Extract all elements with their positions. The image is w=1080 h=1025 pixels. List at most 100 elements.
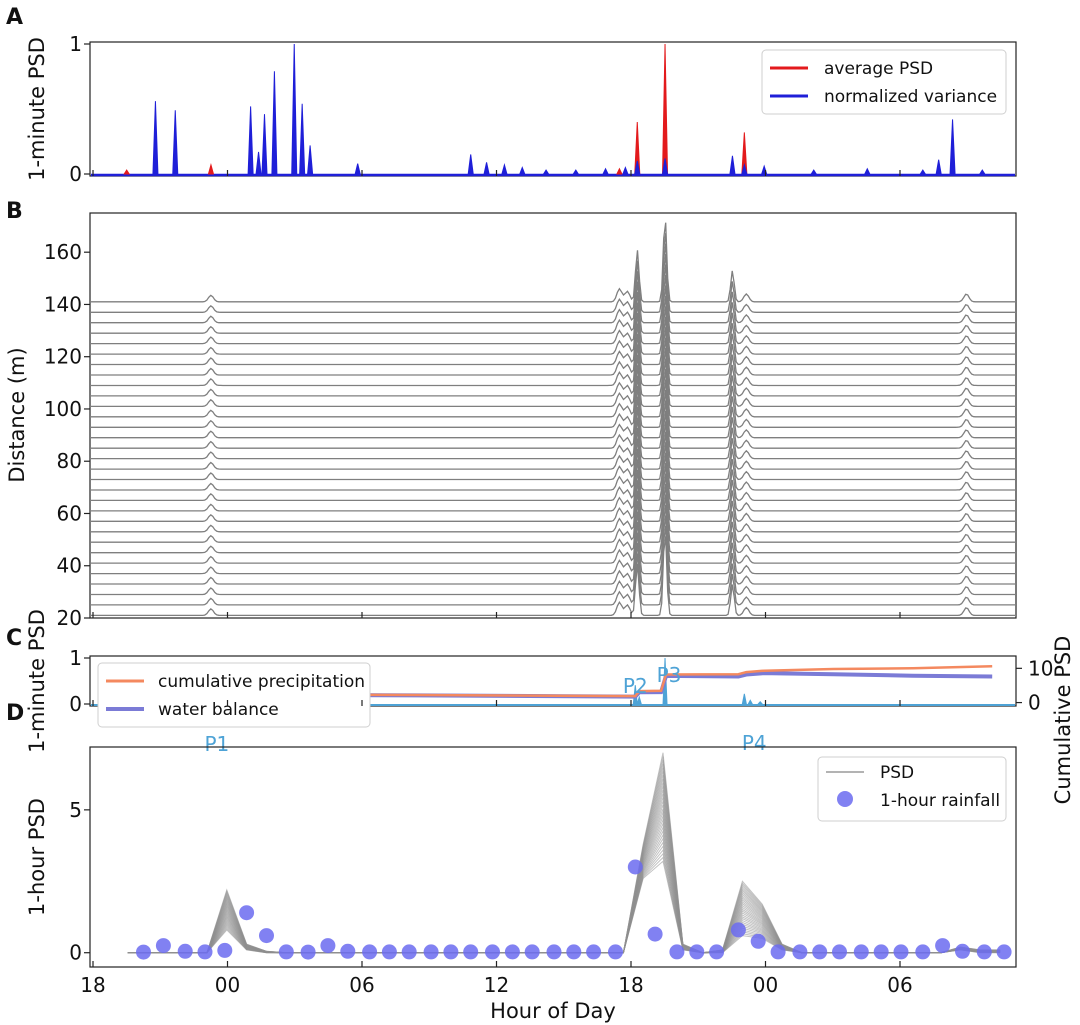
peak-label-p1: P1 xyxy=(205,732,230,756)
rainfall-point xyxy=(155,938,171,954)
x-tick-label: 18 xyxy=(618,973,643,997)
psd-trace xyxy=(127,856,1001,954)
legend-label-average-psd: average PSD xyxy=(824,59,933,79)
rainfall-point xyxy=(362,944,378,960)
psd-trace xyxy=(127,837,1001,954)
rainfall-point xyxy=(669,944,685,960)
rainfall-point xyxy=(300,944,316,960)
rainfall-point xyxy=(935,938,951,954)
psd-trace xyxy=(127,825,1001,954)
panel-c-yticks-right: 010 xyxy=(1016,656,1053,715)
panel-letter-d: D xyxy=(6,701,24,726)
panel-b-y-tick-label: 140 xyxy=(44,292,82,316)
panel-c-legend: cumulative precipitation water balance xyxy=(97,662,371,728)
spike-normalized-variance xyxy=(291,43,298,175)
spike-normalized-variance xyxy=(483,162,490,175)
panel-d-ylabel: 1-hour PSD xyxy=(25,798,49,916)
panel-b-y-tick-label: 60 xyxy=(57,501,82,525)
x-axis: 18 00 06 12 18 00 06 xyxy=(80,170,913,997)
rainfall-point xyxy=(853,944,869,960)
spike-normalized-variance xyxy=(542,169,550,175)
panel-c-y-tick-label: 1 xyxy=(69,646,82,670)
spike-normalized-variance xyxy=(501,163,508,175)
psd-trace xyxy=(127,822,1001,954)
spike-1-minute-psd xyxy=(747,699,754,705)
spike-normalized-variance xyxy=(949,119,956,175)
panel-b-y-tick-label: 160 xyxy=(44,240,82,264)
panel-b-marks xyxy=(90,222,1016,617)
panel-a-legend: average PSD normalized variance xyxy=(761,49,1007,115)
spike-normalized-variance xyxy=(172,110,179,175)
rainfall-point xyxy=(893,944,909,960)
psd-trace xyxy=(127,841,1001,954)
rainfall-point xyxy=(278,944,294,960)
rainfall-point xyxy=(524,944,540,960)
trace-line xyxy=(90,306,1016,387)
rainfall-point xyxy=(381,944,397,960)
spike-normalized-variance xyxy=(354,163,361,175)
x-tick-label: 06 xyxy=(349,973,374,997)
trace-line xyxy=(90,410,1016,491)
spike-average-PSD xyxy=(207,163,215,175)
panel-a-marks xyxy=(91,43,1015,177)
rainfall-point xyxy=(197,944,213,960)
panel-b-y-tick-label: 20 xyxy=(57,606,82,630)
spike-normalized-variance xyxy=(661,158,669,175)
spike-1-minute-psd xyxy=(741,693,747,705)
spike-normalized-variance xyxy=(299,103,306,175)
spike-average-PSD xyxy=(616,167,623,175)
rainfall-point xyxy=(546,944,562,960)
spike-1-minute-psd xyxy=(636,695,642,705)
rainfall-point xyxy=(566,944,582,960)
rainfall-point xyxy=(770,944,786,960)
panel-d-legend: PSD 1-hour rainfall xyxy=(817,756,1007,822)
panel-d-y-tick-label: 5 xyxy=(69,798,82,822)
panel-b-ylabel: Distance (m) xyxy=(5,347,29,482)
panel-c-peak-labels: P1 P2 P3 P4 xyxy=(205,663,767,756)
spike-normalized-variance xyxy=(255,151,262,175)
legend-label-water-balance: water balance xyxy=(158,700,279,720)
trace-line xyxy=(90,254,1016,334)
rainfall-point xyxy=(401,944,417,960)
rainfall-point xyxy=(689,944,705,960)
panel-d: 05 1-hour PSD PSD 1-hour rainfall xyxy=(25,746,1017,968)
spike-normalized-variance xyxy=(741,163,748,175)
spike-normalized-variance xyxy=(467,154,474,175)
x-tick-label: 00 xyxy=(753,973,778,997)
rainfall-point xyxy=(647,926,663,942)
panel-c-yticks: 01 xyxy=(69,646,90,716)
rainfall-point xyxy=(873,944,889,960)
rainfall-point xyxy=(463,944,479,960)
rainfall-point xyxy=(239,905,255,921)
trace-line xyxy=(90,348,1016,428)
panel-b-y-tick-label: 40 xyxy=(57,554,82,578)
trace-line xyxy=(90,452,1016,533)
panel-c-ylabel-right: Cumulative PSD xyxy=(1051,636,1075,805)
spike-normalized-variance xyxy=(729,155,736,175)
panel-letter-b: B xyxy=(6,199,23,224)
x-axis-label: Hour of Day xyxy=(490,999,616,1023)
rainfall-point xyxy=(730,922,746,938)
psd-trace xyxy=(127,845,1001,954)
trace-line xyxy=(90,400,1016,481)
spike-normalized-variance xyxy=(622,166,629,175)
panel-b-y-tick-label: 100 xyxy=(44,397,82,421)
trace-line xyxy=(90,483,1016,564)
rainfall-point xyxy=(136,944,151,960)
panel-c-yright-tick-label: 10 xyxy=(1028,656,1053,680)
spike-average-PSD xyxy=(662,43,669,175)
rainfall-point xyxy=(259,928,274,944)
panel-a: 01 1-minute PSD average PSD normalized v… xyxy=(25,32,1017,186)
psd-trace xyxy=(127,818,1001,954)
trace-line xyxy=(90,536,1016,617)
rainfall-point xyxy=(485,944,500,960)
trace-line xyxy=(90,504,1016,585)
panel-d-yticks: 05 xyxy=(69,798,90,965)
rainfall-point xyxy=(443,944,459,960)
rainfall-point xyxy=(915,944,931,960)
trace-line xyxy=(90,316,1016,397)
x-tick-label: 00 xyxy=(215,973,240,997)
rainfall-point xyxy=(217,942,233,958)
spike-normalized-variance xyxy=(602,167,609,175)
